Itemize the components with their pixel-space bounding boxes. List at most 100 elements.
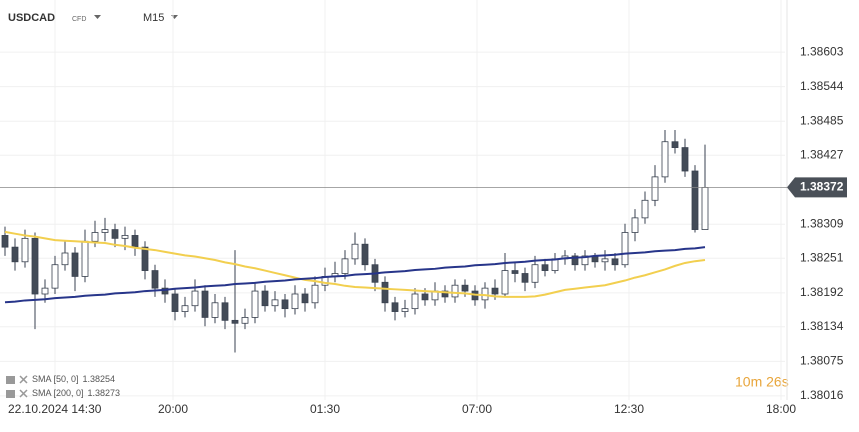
candle-body: [681, 147, 689, 172]
y-tick-label: 1.38603: [800, 44, 844, 58]
y-tick-label: 1.38485: [800, 113, 844, 127]
candle-body: [641, 199, 649, 219]
candle-body: [301, 293, 309, 304]
x-tick-label: 01:30: [310, 402, 340, 416]
candle-body: [21, 237, 29, 263]
candle-body: [571, 255, 579, 266]
candle-body: [111, 229, 119, 239]
sma-line: [4, 230, 706, 298]
candle-body: [101, 229, 109, 233]
y-tick-label: 1.38192: [800, 285, 844, 299]
candle-body: [401, 308, 409, 312]
candle-body: [651, 176, 659, 201]
y-tick-label: 1.38134: [800, 319, 844, 333]
candle-body: [541, 264, 549, 271]
candle-body: [1, 235, 9, 248]
candle-body: [351, 243, 359, 260]
x-tick-label: 18:00: [766, 402, 796, 416]
y-tick-label: 1.38075: [800, 354, 844, 368]
candle-body: [631, 217, 639, 233]
candle-body: [661, 141, 669, 178]
candle-body: [481, 287, 489, 301]
candle-body: [191, 290, 199, 307]
candle-body: [491, 287, 499, 295]
candle-body: [551, 258, 559, 271]
x-tick-label: 12:30: [614, 402, 644, 416]
legend-remove: [19, 389, 28, 398]
candle-body: [691, 170, 699, 230]
candle-body: [31, 237, 39, 295]
candle-body: [581, 255, 589, 266]
candle-body: [671, 141, 679, 148]
candle-body: [311, 284, 319, 304]
candle-body: [421, 293, 429, 301]
last-price-label: 1.38372: [800, 180, 844, 194]
legend-remove: [19, 375, 28, 384]
candle-body: [511, 270, 519, 274]
candle-body: [701, 187, 709, 230]
symbol[interactable]: USDCAD: [8, 12, 55, 24]
candle-body: [71, 252, 79, 277]
candle-body: [11, 246, 19, 263]
candle-body: [381, 281, 389, 304]
candle-body: [281, 299, 289, 310]
candle-body: [451, 284, 459, 298]
legend-value: 1.38254: [83, 374, 116, 384]
candle-body: [231, 319, 239, 324]
last-price-badge: [787, 177, 847, 198]
y-tick-label: 1.38016: [800, 388, 844, 402]
candle-body: [621, 232, 629, 266]
candle-body: [151, 270, 159, 289]
legend-text: SMA [50, 0] 1.38254: [32, 374, 115, 384]
y-tick-label: 1.38544: [800, 79, 844, 93]
candle-body: [81, 240, 89, 277]
legend-icon: [6, 376, 15, 384]
candle-body: [181, 305, 189, 312]
candle-body: [211, 302, 219, 318]
candle-body: [261, 290, 269, 307]
candle-body: [61, 252, 69, 266]
legend-value: 1.38273: [88, 388, 121, 398]
candle-body: [291, 293, 299, 310]
countdown: 10m 26s: [735, 374, 789, 390]
symbol-dropdown[interactable]: [94, 15, 101, 19]
candle-body: [41, 287, 49, 295]
symbol-type: CFD: [72, 16, 86, 23]
candle-body: [441, 290, 449, 298]
y-tick-label: 1.38427: [800, 147, 844, 161]
y-tick-label: 1.38309: [800, 216, 844, 230]
legend-icon: [6, 390, 15, 398]
candle-body: [241, 317, 249, 324]
candle-body: [461, 284, 469, 292]
x-tick-label: 07:00: [462, 402, 492, 416]
candle-body: [51, 264, 59, 289]
candle-body: [411, 293, 419, 310]
x-tick-label: 20:00: [158, 402, 188, 416]
legend-name: SMA [50, 0]: [32, 374, 79, 384]
candle-body: [521, 273, 529, 283]
candle-body: [611, 258, 619, 266]
legend-text: SMA [200, 0] 1.38273: [32, 388, 120, 398]
candle-body: [141, 246, 149, 271]
candle-body: [391, 302, 399, 312]
candle-body: [361, 243, 369, 266]
candle-body: [171, 293, 179, 312]
candle-body: [501, 270, 509, 295]
sma-line: [4, 246, 706, 304]
candle-body: [91, 232, 99, 242]
candle-body: [531, 264, 539, 283]
candle-body: [251, 290, 259, 318]
candle-body: [121, 235, 129, 239]
timeframe[interactable]: M15: [143, 12, 164, 24]
candle-body: [221, 302, 229, 321]
candle-body: [271, 299, 279, 307]
legend-name: SMA [200, 0]: [32, 388, 84, 398]
candle-body: [131, 235, 139, 248]
candle-body: [601, 258, 609, 263]
y-tick-label: 1.38251: [800, 250, 844, 264]
candle-body: [341, 258, 349, 274]
candle-body: [201, 290, 209, 318]
